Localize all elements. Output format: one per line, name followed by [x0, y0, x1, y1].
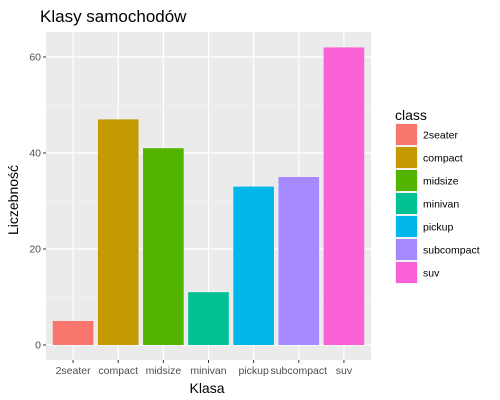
legend-swatch-midsize [396, 170, 417, 191]
x-axis: 2seater compact midsize minivan pickup subcom… [56, 360, 353, 377]
legend: class 2seater compact midsize minivan pickup… [395, 107, 480, 284]
y-tick-label: 40 [29, 148, 41, 160]
y-axis: 0 20 40 60 [29, 52, 46, 352]
legend-label-suv: suv [423, 268, 440, 280]
legend-label-compact: compact [423, 153, 463, 165]
x-tick-label: suv [336, 365, 353, 377]
x-tick-label: pickup [238, 365, 269, 377]
legend-label-minivan: minivan [423, 199, 459, 211]
bars [52, 47, 365, 346]
legend-swatch-compact [396, 147, 417, 168]
x-tick-label: compact [98, 365, 138, 377]
legend-items: 2seater compact midsize minivan pickup subcom… [395, 123, 480, 284]
x-tick-label: 2seater [56, 365, 92, 377]
bar-2seater [52, 321, 94, 345]
chart-title: Klasy samochodów [40, 7, 187, 26]
legend-label-subcompact: subcompact [423, 245, 480, 257]
bar-pickup [233, 186, 274, 345]
legend-label-pickup: pickup [423, 222, 454, 234]
y-tick-label: 20 [29, 244, 41, 256]
x-tick-label: midsize [146, 365, 182, 377]
x-tick-label: minivan [190, 365, 226, 377]
legend-label-2seater: 2seater [423, 130, 459, 142]
bar-suv [323, 47, 365, 346]
bar-minivan [188, 292, 229, 345]
legend-swatch-2seater [396, 124, 417, 145]
legend-swatch-minivan [396, 193, 417, 214]
legend-swatch-pickup [396, 216, 417, 237]
bar-compact [97, 119, 139, 346]
legend-swatch-subcompact [396, 239, 417, 260]
x-tick-label: subcompact [270, 365, 327, 377]
legend-title: class [395, 107, 427, 123]
legend-swatch-suv [396, 262, 417, 283]
y-axis-title: Liczebność [5, 165, 21, 235]
y-tick-label: 60 [29, 52, 41, 64]
legend-label-midsize: midsize [423, 176, 459, 188]
bar-subcompact [278, 177, 320, 345]
x-axis-title: Klasa [189, 380, 224, 396]
bar-midsize [143, 148, 184, 345]
y-tick-label: 0 [35, 340, 41, 352]
